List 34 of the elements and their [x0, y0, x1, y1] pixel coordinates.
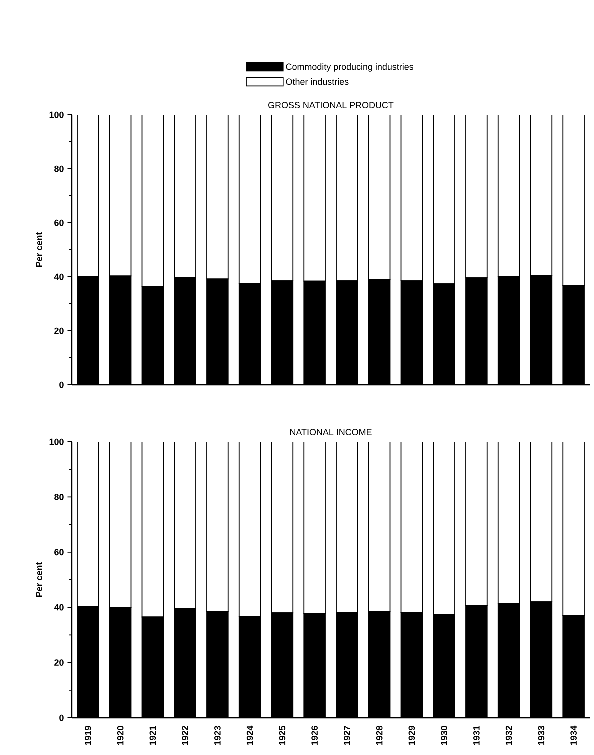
x-tick-label: 1932	[506, 726, 512, 746]
y-tick-label: 0	[60, 714, 64, 722]
y-axis-title: Per cent	[36, 232, 42, 268]
y-tick-label: 20	[54, 328, 64, 334]
y-axis-title: Per cent	[36, 562, 42, 598]
chart-title: GROSS NATIONAL PRODUCT	[268, 102, 394, 108]
y-tick-label: 40	[54, 604, 64, 611]
x-tick-label: 1930	[441, 726, 448, 746]
y-tick-label: 60	[54, 549, 64, 556]
y-tick-label: 100	[50, 438, 64, 446]
x-tick-label: 1919	[85, 726, 92, 746]
y-tick-label: 60	[54, 220, 64, 226]
x-tick-label: 1931	[474, 726, 480, 746]
y-tick-label: 80	[54, 166, 64, 172]
y-tick-label: 100	[50, 112, 64, 118]
x-tick-label: 1923	[214, 726, 221, 746]
x-tick-label: 1922	[182, 726, 188, 746]
x-tick-label: 1933	[538, 726, 545, 746]
x-tick-label: 1934	[570, 726, 577, 746]
y-tick-label: 20	[54, 660, 64, 666]
y-tick-label: 0	[60, 382, 64, 388]
x-tick-label: 1921	[150, 726, 156, 746]
legend-label: Commodity producing industries	[286, 64, 414, 72]
x-tick-label: 1929	[408, 726, 416, 746]
x-tick-label: 1924	[246, 726, 254, 746]
x-tick-label: 1927	[344, 726, 350, 746]
x-tick-label: 1926	[312, 726, 318, 746]
y-tick-label: 40	[54, 274, 64, 280]
x-tick-label: 1928	[376, 726, 383, 746]
x-tick-label: 1925	[279, 726, 286, 746]
legend-label: Other industries	[286, 78, 349, 86]
y-tick-label: 80	[54, 494, 64, 500]
x-tick-label: 1920	[117, 726, 124, 746]
chart-title: NATIONAL INCOME	[290, 429, 372, 436]
